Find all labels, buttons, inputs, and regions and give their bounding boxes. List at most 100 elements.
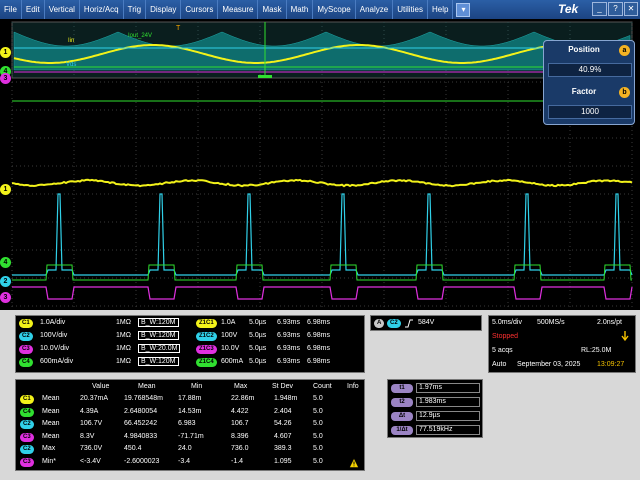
position-value[interactable]: 40.9% bbox=[548, 63, 632, 77]
menu-utilities[interactable]: Utilities bbox=[393, 0, 428, 19]
menu-myscope[interactable]: MyScope bbox=[313, 0, 355, 19]
sample-rate: 500MS/s bbox=[537, 319, 565, 326]
menu-vertical[interactable]: Vertical bbox=[45, 0, 80, 19]
measurement-max: 8.396 bbox=[231, 433, 249, 440]
measurement-count: 5.0 bbox=[313, 408, 323, 415]
ch3-scale[interactable]: 10.0V/div bbox=[40, 345, 69, 352]
label-vds: Vds bbox=[66, 62, 76, 68]
zoom-window-marker[interactable] bbox=[258, 75, 272, 78]
trigger-position-marker[interactable]: T bbox=[176, 25, 181, 32]
timebase[interactable]: 5.0ms/div bbox=[492, 319, 522, 326]
acq-time: 13:09:27 bbox=[597, 361, 624, 368]
menu-math[interactable]: Math bbox=[287, 0, 314, 19]
warning-icon[interactable] bbox=[349, 458, 359, 468]
cursor-freq-row: 1/Δt 77.519kHz bbox=[391, 425, 480, 436]
header-mean: Mean bbox=[138, 383, 156, 390]
menu-display[interactable]: Display bbox=[146, 0, 181, 19]
help-button[interactable]: ? bbox=[608, 2, 623, 16]
arrow-down-icon bbox=[621, 330, 629, 342]
measurement-type[interactable]: Mean bbox=[42, 408, 60, 415]
z1c2-scale: 100V bbox=[221, 332, 237, 339]
cursor-freq-value: 77.519kHz bbox=[416, 425, 480, 435]
channel-row[interactable]: C3 bbox=[19, 345, 33, 358]
record-length: RL:25.0M bbox=[581, 347, 611, 354]
measurement-stdev: 54.26 bbox=[274, 420, 292, 427]
measurement-count: 5.0 bbox=[313, 445, 323, 452]
acquisition-readout[interactable]: 5.0ms/div 500MS/s 2.0ns/pt Stopped 5 acq… bbox=[488, 315, 636, 373]
z1c2-t1: 6.93ms bbox=[277, 332, 300, 339]
z1c4-chip: Z1C4 bbox=[196, 358, 217, 367]
resolution: 2.0ns/pt bbox=[597, 319, 622, 326]
factor-value[interactable]: 1000 bbox=[548, 105, 632, 119]
z1c1-time: 5.0µs bbox=[249, 319, 266, 326]
cursor-dt-row: Δt 12.9µs bbox=[391, 411, 480, 422]
z1c3-scale: 10.0V bbox=[221, 345, 239, 352]
menu-measure[interactable]: Measure bbox=[218, 0, 258, 19]
acq-state[interactable]: Stopped bbox=[492, 333, 518, 340]
measurement-type[interactable]: Mean bbox=[42, 420, 60, 427]
ch1-impedance: 1MΩ bbox=[116, 319, 131, 326]
measurement-channel-chip: C2 bbox=[20, 445, 34, 454]
measurement-mean: 4.9840833 bbox=[124, 433, 157, 440]
measurement-type[interactable]: Mean bbox=[42, 433, 60, 440]
ch3-marker[interactable]: 3 bbox=[0, 292, 11, 303]
menu-mask[interactable]: Mask bbox=[258, 0, 286, 19]
ch2-chip: C2 bbox=[19, 332, 33, 341]
menu-dropdown-button[interactable]: ▾ bbox=[456, 3, 470, 17]
measurement-stdev: 4.607 bbox=[274, 433, 292, 440]
measurement-type[interactable]: Mean bbox=[42, 395, 60, 402]
ch3-marker-upper[interactable]: 3 bbox=[0, 73, 11, 84]
ch2-impedance: 1MΩ bbox=[116, 332, 131, 339]
close-button[interactable]: ✕ bbox=[624, 2, 638, 16]
acq-mode: Auto bbox=[492, 361, 506, 368]
menu-analyze[interactable]: Analyze bbox=[356, 0, 393, 19]
ch3-impedance: 1MΩ bbox=[116, 345, 131, 352]
menu-edit[interactable]: Edit bbox=[22, 0, 45, 19]
measurement-min: 24.0 bbox=[178, 445, 192, 452]
menu-horiz-acq[interactable]: Horiz/Acq bbox=[80, 0, 124, 19]
header-value: Value bbox=[92, 383, 109, 390]
z1c3-time: 5.0µs bbox=[249, 345, 266, 352]
z1c3-t1: 6.93ms bbox=[277, 345, 300, 352]
ch3-chip: C3 bbox=[19, 345, 33, 354]
position-knob-badge: a bbox=[619, 45, 630, 56]
measurement-stdev: 2.404 bbox=[274, 408, 292, 415]
menu-help[interactable]: Help bbox=[428, 0, 453, 19]
measurement-type[interactable]: Max bbox=[42, 445, 55, 452]
menu-file[interactable]: File bbox=[0, 0, 22, 19]
measurement-stdev: 1.948m bbox=[274, 395, 297, 402]
ch4-scale[interactable]: 600mA/div bbox=[40, 358, 73, 365]
position-title: Position bbox=[544, 45, 624, 54]
channel-row[interactable]: C4 bbox=[19, 358, 33, 371]
label-iout: Iout_24V bbox=[128, 33, 152, 39]
channel-row[interactable]: C1 bbox=[19, 319, 33, 332]
measurement-max: -1.4 bbox=[231, 458, 243, 465]
waveform-display[interactable]: Iin Iout_24V Vds T bbox=[10, 20, 634, 308]
menu-cursors[interactable]: Cursors bbox=[181, 0, 218, 19]
menu-trig[interactable]: Trig bbox=[124, 0, 146, 19]
minimize-button[interactable]: _ bbox=[592, 2, 607, 16]
cursor-dt-value: 12.9µs bbox=[416, 411, 480, 421]
measurement-table[interactable]: Value Mean Min Max St Dev Count Info C1 M… bbox=[15, 379, 365, 471]
header-count: Count bbox=[313, 383, 332, 390]
trigger-readout[interactable]: A C2 584V bbox=[370, 315, 482, 331]
measurement-type[interactable]: Min* bbox=[42, 458, 56, 465]
cursor-dt-label: Δt bbox=[391, 412, 413, 421]
ch1-scale[interactable]: 1.0A/div bbox=[40, 319, 65, 326]
measurement-value: 20.37mA bbox=[80, 395, 108, 402]
rising-edge-icon bbox=[404, 318, 414, 328]
ch1-marker[interactable]: 1 bbox=[0, 184, 11, 195]
ch2-scale[interactable]: 100V/div bbox=[40, 332, 67, 339]
ch4-marker[interactable]: 4 bbox=[0, 257, 11, 268]
ch2-bandwidth: B_W:120M bbox=[138, 331, 179, 340]
ch1-marker-upper[interactable]: 1 bbox=[0, 47, 11, 58]
ch2-marker[interactable]: 2 bbox=[0, 276, 11, 287]
header-max: Max bbox=[234, 383, 247, 390]
measurement-mean: -2.6000023 bbox=[124, 458, 159, 465]
cursor-t1-value: 1.97ms bbox=[416, 383, 480, 393]
measurement-value: 736.0V bbox=[80, 445, 102, 452]
channel-row[interactable]: C2 bbox=[19, 332, 33, 345]
cursor-readout[interactable]: t1 1.97ms t2 1.983ms Δt 12.9µs 1/Δt 77.519kH… bbox=[387, 379, 483, 438]
factor-title: Factor bbox=[544, 87, 624, 96]
